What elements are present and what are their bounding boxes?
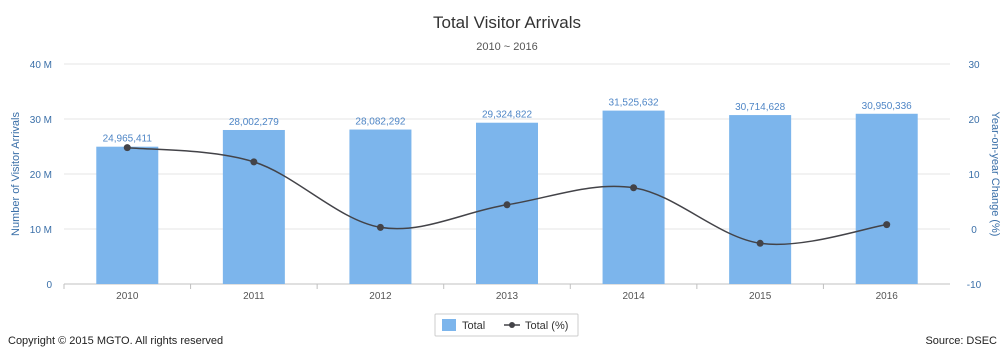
bar-value-label: 28,082,292 xyxy=(355,117,405,128)
x-axis-ticks: 2010 2011 2012 2013 2014 2015 2016 xyxy=(63,284,899,302)
x-tick-label: 2016 xyxy=(876,291,899,302)
line-point[interactable] xyxy=(756,239,764,247)
left-tick-label: 0 xyxy=(46,280,52,291)
x-tick-label: 2014 xyxy=(622,291,645,302)
chart-subtitle: 2010 ~ 2016 xyxy=(476,41,537,53)
bar-data-labels: 24,965,411 28,002,279 28,082,292 29,324,822… xyxy=(103,98,913,145)
x-tick-label: 2010 xyxy=(116,291,139,302)
line-point[interactable] xyxy=(883,221,891,229)
left-axis-title: Number of Visitor Arrivals xyxy=(10,112,22,236)
left-tick-label: 40 M xyxy=(30,60,52,71)
left-axis-ticks: 0 10 M 20 M 30 M 40 M xyxy=(30,60,53,291)
right-axis-ticks: -10 0 10 20 30 xyxy=(967,60,982,291)
bar-value-label: 30,950,336 xyxy=(862,101,912,112)
line-point[interactable] xyxy=(123,144,131,152)
bar[interactable] xyxy=(222,129,285,284)
bar[interactable] xyxy=(349,129,412,284)
left-tick-label: 30 M xyxy=(30,115,52,126)
left-tick-label: 10 M xyxy=(30,225,52,236)
bar-value-label: 28,002,279 xyxy=(229,117,279,128)
right-tick-label: 30 xyxy=(968,60,980,71)
legend-label-total-percent[interactable]: Total (%) xyxy=(525,320,568,332)
bar-series xyxy=(96,110,918,285)
right-tick-label: 20 xyxy=(968,115,980,126)
line-series xyxy=(123,144,891,247)
line-point[interactable] xyxy=(376,223,384,231)
left-tick-label: 20 M xyxy=(30,170,52,181)
bar[interactable] xyxy=(602,110,665,284)
x-tick-label: 2012 xyxy=(369,291,392,302)
line-point[interactable] xyxy=(630,184,638,192)
legend-swatch-total xyxy=(442,319,456,331)
right-tick-label: 0 xyxy=(971,225,977,236)
bar-value-label: 29,324,822 xyxy=(482,110,532,121)
line-point[interactable] xyxy=(250,158,258,166)
copyright-text: Copyright © 2015 MGTO. All rights reserv… xyxy=(8,335,223,347)
legend-label-total[interactable]: Total xyxy=(462,320,485,332)
bar-value-label: 30,714,628 xyxy=(735,102,785,113)
right-tick-label: -10 xyxy=(967,280,982,291)
legend[interactable]: Total Total (%) xyxy=(434,313,579,337)
right-axis-title: Year-on-year Change (%) xyxy=(989,112,1001,237)
x-tick-label: 2011 xyxy=(243,291,265,302)
source-text: Source: DSEC xyxy=(925,335,997,347)
bar[interactable] xyxy=(96,146,159,284)
chart-title: Total Visitor Arrivals xyxy=(433,13,581,32)
right-tick-label: 10 xyxy=(968,170,980,181)
bar-value-label: 31,525,632 xyxy=(609,98,659,109)
bar-value-label: 24,965,411 xyxy=(103,134,153,145)
x-tick-label: 2015 xyxy=(749,291,772,302)
line-point[interactable] xyxy=(503,201,511,209)
x-tick-label: 2013 xyxy=(496,291,519,302)
bar[interactable] xyxy=(855,113,918,284)
bar[interactable] xyxy=(729,115,792,284)
legend-swatch-dot xyxy=(509,322,515,328)
